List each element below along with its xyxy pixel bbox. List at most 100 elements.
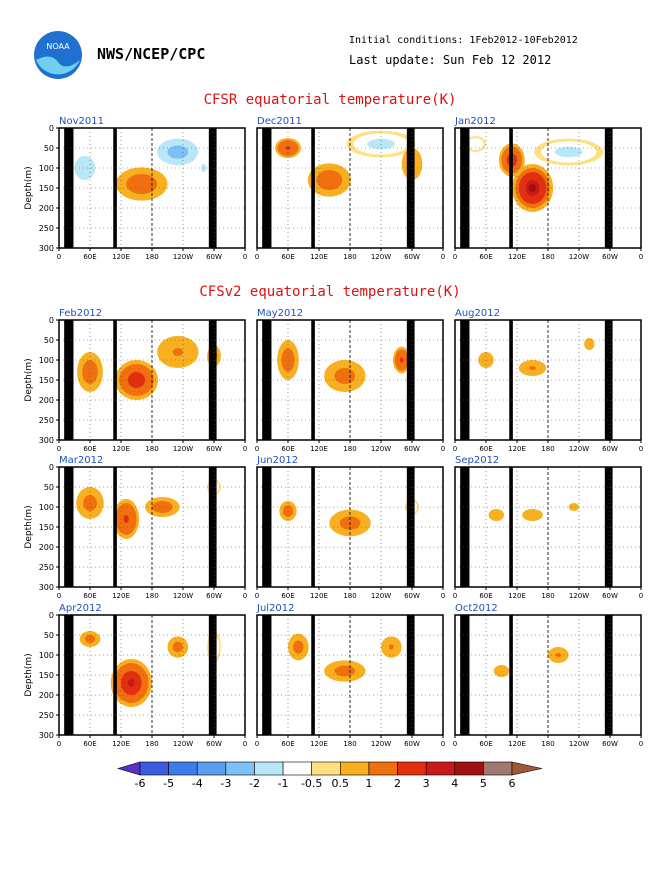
x-tick-label: 0 xyxy=(453,253,457,261)
colorbar-high-arrow xyxy=(511,761,543,776)
land-mask xyxy=(604,128,613,248)
y-tick-label: 100 xyxy=(39,651,54,660)
land-mask xyxy=(262,320,272,440)
x-tick-label: 0 xyxy=(243,445,247,453)
x-tick-label: 120E xyxy=(310,445,328,453)
x-tick-label: 180 xyxy=(541,740,554,748)
x-tick-label: 180 xyxy=(145,445,158,453)
panel-label: Sep2012 xyxy=(455,455,499,466)
colorbar-label: -0.5 xyxy=(301,777,322,790)
colorbar-swatch xyxy=(483,761,513,776)
land-mask xyxy=(64,128,74,248)
land-mask xyxy=(208,615,217,735)
colorbar-swatch xyxy=(340,761,370,776)
colorbar-label: 4 xyxy=(451,777,458,790)
colorbar-label: 1 xyxy=(365,777,372,790)
x-tick-label: 120W xyxy=(371,253,391,261)
initial-conditions-text: Initial conditions: 1Feb2012-10Feb2012 xyxy=(349,35,578,46)
last-update-text: Last update: Sun Feb 12 2012 xyxy=(349,53,552,67)
y-tick-label: 150 xyxy=(39,523,54,532)
x-tick-label: 0 xyxy=(255,740,259,748)
anomaly-contour xyxy=(81,164,89,172)
panel-feb2012: Feb2012 0 50 100 150 200 250 300 Depth(m) 0 60E 120… xyxy=(24,308,247,453)
svg-text:NOAA: NOAA xyxy=(46,42,70,51)
x-tick-label: 0 xyxy=(57,740,61,748)
land-mask xyxy=(460,128,470,248)
x-tick-label: 180 xyxy=(343,740,356,748)
y-tick-label: 0 xyxy=(49,124,54,133)
panel-label: Oct2012 xyxy=(455,603,498,614)
panel-nov2011: Nov2011 0 50 100 150 200 250 300 Depth(m) 0 60E 120… xyxy=(24,116,247,261)
panel-may2012: May2012 0 60E 120E 180 120W 60W 0 xyxy=(255,308,445,453)
anomaly-contour xyxy=(618,656,623,662)
y-tick-label: 300 xyxy=(39,244,54,253)
anomaly-contour xyxy=(325,176,334,184)
land-mask xyxy=(262,128,272,248)
anomaly-contour xyxy=(561,149,576,155)
y-tick-label: 50 xyxy=(44,144,54,153)
land-mask xyxy=(604,320,613,440)
x-tick-label: 120W xyxy=(173,592,193,600)
y-axis-label: Depth(m) xyxy=(24,505,34,548)
colorbar-label: 0.5 xyxy=(332,777,350,790)
panel-label: Dec2011 xyxy=(257,116,302,127)
y-tick-label: 200 xyxy=(39,204,54,213)
x-tick-label: 60E xyxy=(479,740,492,748)
panel-sep2012: Sep2012 0 60E 120E 180 120W 60W 0 xyxy=(453,455,643,600)
x-tick-label: 180 xyxy=(145,592,158,600)
anomaly-contour xyxy=(123,515,129,523)
x-tick-label: 0 xyxy=(243,740,247,748)
y-tick-label: 200 xyxy=(39,543,54,552)
anomaly-field xyxy=(488,503,579,521)
land-mask xyxy=(208,128,217,248)
x-tick-label: 60E xyxy=(83,253,96,261)
panel-jan2012: Jan2012 0 60E 120E 180 120W 60W 0 xyxy=(453,116,643,261)
anomaly-field xyxy=(493,647,626,677)
x-tick-label: 60E xyxy=(83,445,96,453)
y-tick-label: 300 xyxy=(39,436,54,445)
panel-label: Apr2012 xyxy=(59,603,102,614)
anomaly-contour xyxy=(132,376,141,384)
panel-mar2012: Mar2012 0 50 100 150 200 250 300 Depth(m) 0 60E 120… xyxy=(24,455,247,600)
noaa-logo: NOAA xyxy=(34,31,82,79)
y-tick-label: 250 xyxy=(39,416,54,425)
x-tick-label: 180 xyxy=(145,253,158,261)
x-tick-label: 120E xyxy=(508,592,526,600)
y-axis-label: Depth(m) xyxy=(24,358,34,401)
colorbar-label: 5 xyxy=(480,777,487,790)
colorbar-swatch xyxy=(454,761,484,776)
anomaly-contour xyxy=(473,142,479,146)
x-tick-label: 120E xyxy=(112,445,130,453)
x-tick-label: 120E xyxy=(112,740,130,748)
x-tick-label: 120W xyxy=(569,253,589,261)
land-mask xyxy=(406,320,415,440)
x-tick-label: 0 xyxy=(453,740,457,748)
x-tick-label: 180 xyxy=(145,740,158,748)
x-tick-label: 120W xyxy=(569,445,589,453)
x-tick-label: 60W xyxy=(206,253,222,261)
colorbar-label: 6 xyxy=(509,777,516,790)
panel-apr2012: Apr2012 0 50 100 150 200 250 300 Depth(m) 0 60E 120… xyxy=(24,603,247,748)
colorbar-swatch xyxy=(225,761,255,776)
x-tick-label: 0 xyxy=(57,592,61,600)
y-tick-label: 150 xyxy=(39,184,54,193)
land-mask xyxy=(64,320,74,440)
y-tick-label: 300 xyxy=(39,731,54,740)
x-tick-label: 60W xyxy=(404,253,420,261)
x-tick-label: 120W xyxy=(371,592,391,600)
x-tick-label: 60E xyxy=(479,445,492,453)
x-tick-label: 120E xyxy=(310,740,328,748)
x-tick-label: 0 xyxy=(441,740,445,748)
y-tick-label: 100 xyxy=(39,503,54,512)
anomaly-contour xyxy=(420,656,425,662)
y-tick-label: 0 xyxy=(49,463,54,472)
x-tick-label: 60W xyxy=(404,592,420,600)
land-mask xyxy=(460,320,470,440)
y-tick-label: 100 xyxy=(39,356,54,365)
y-tick-label: 250 xyxy=(39,563,54,572)
land-mask xyxy=(64,467,74,587)
land-mask xyxy=(406,615,415,735)
colorbar-swatch xyxy=(368,761,398,776)
x-tick-label: 120W xyxy=(173,253,193,261)
anomaly-contour xyxy=(172,148,183,156)
